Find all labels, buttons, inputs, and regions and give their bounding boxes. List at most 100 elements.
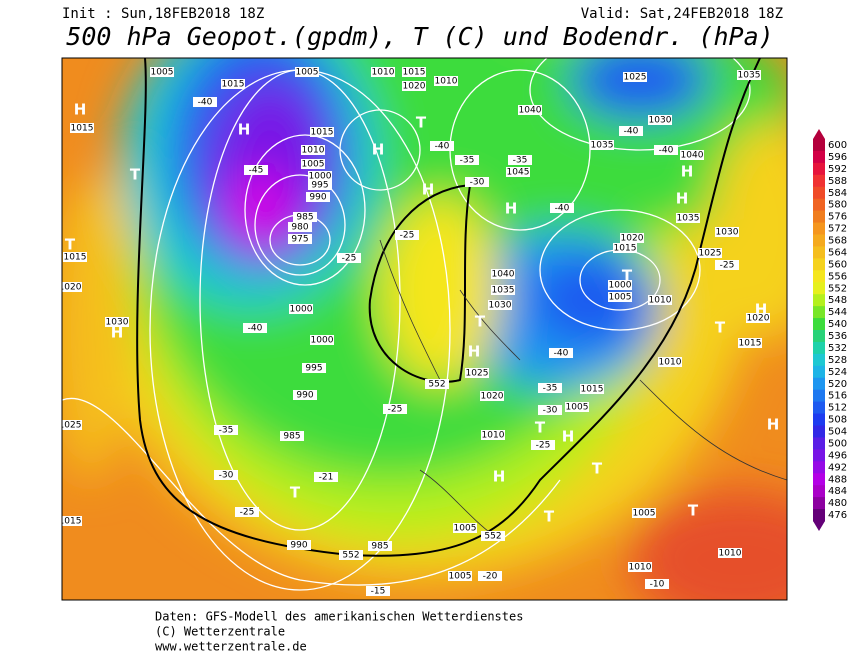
isobar-label-box (308, 180, 332, 190)
temperature-label: -40 (554, 349, 569, 359)
isobar-label-box (288, 222, 312, 232)
pressure-center: H (111, 324, 124, 342)
isobar-label-box (658, 357, 682, 367)
pressure-center: H (681, 163, 694, 181)
colorbar-segment (813, 389, 825, 403)
valid-time: Valid: Sat,24FEB2018 18Z (581, 6, 783, 22)
isobar-label-box (518, 105, 542, 115)
isobar-label-box (402, 81, 426, 91)
colorbar-segment (813, 174, 825, 188)
isobar-label: 985 (371, 542, 388, 552)
temperature-label-box (430, 141, 454, 151)
isobar-label-box (368, 541, 392, 551)
isobar-label-box (310, 127, 334, 137)
contour-552 (368, 184, 471, 383)
footer-line: Daten: GFS-Modell des amerikanischen Wet… (155, 610, 523, 624)
temperature-label-box (193, 97, 217, 107)
isobar-label-box (434, 76, 458, 86)
isobar-label-box (648, 115, 672, 125)
temperature-label: -40 (435, 142, 450, 152)
isobar-label: 1010 (435, 77, 458, 87)
temperature-label: -45 (249, 166, 264, 176)
isobar-label-box (628, 562, 652, 572)
map-labels: 1005 1015 1015 1005 1010 1015 1020 1010 1025 1035… (59, 67, 780, 597)
colorbar-segment (813, 437, 825, 450)
temperature-label: -40 (624, 127, 639, 137)
isobar-label: 1030 (489, 301, 512, 311)
pressure-center: H (767, 416, 780, 434)
isobar-label: 1020 (747, 314, 770, 324)
isobar-label-box (295, 67, 319, 77)
colorbar-label: 540 (828, 319, 847, 330)
isobar-label: 995 (311, 181, 328, 191)
coastline (379, 239, 787, 541)
colorbar-label: 496 (828, 450, 847, 461)
isobar-label: 1015 (614, 244, 637, 254)
pressure-center: T (715, 319, 726, 337)
temperature-label-box (531, 440, 555, 450)
isobar-label-box (465, 368, 489, 378)
isobar-label: 1025 (699, 249, 722, 259)
colorbar-label: 536 (828, 331, 847, 342)
colorbar-segment (813, 270, 825, 283)
isobar-label-box (293, 212, 317, 222)
isobar-label-box (70, 123, 94, 133)
isobar (254, 174, 346, 276)
pressure-center: T (416, 114, 427, 132)
isobar-label: 1025 (466, 369, 489, 379)
colorbar-label: 552 (828, 283, 847, 294)
field (380, 195, 500, 385)
colorbar-label: 596 (828, 152, 847, 163)
isobar-label: 1005 (609, 293, 632, 303)
isobar-label: 1005 (151, 68, 174, 78)
colorbar-segment (813, 162, 825, 176)
colorbar-segment (813, 341, 825, 355)
pressure-center: H (468, 343, 481, 361)
colorbar-label: 548 (828, 295, 847, 306)
colorbar-label: 576 (828, 212, 847, 223)
temperature-label-box (538, 405, 562, 415)
temperature-label-box (538, 383, 562, 393)
isobar-label-box (608, 292, 632, 302)
isobar-label-box (623, 72, 647, 82)
temperature-label: -40 (555, 204, 570, 214)
temperature-label: -35 (460, 156, 475, 166)
isobar-label-box (746, 313, 770, 323)
isobar-label-box (613, 243, 637, 253)
pressure-center: T (592, 460, 603, 478)
init-time: Init : Sun,18FEB2018 18Z (62, 6, 264, 22)
field (630, 490, 787, 600)
isobar-label: 1020 (481, 392, 504, 402)
isobar-label-box (506, 167, 530, 177)
colorbar-label: 568 (828, 236, 847, 247)
isobar-label-box (648, 295, 672, 305)
colorbar-label: 488 (828, 474, 847, 485)
colorbar-segment (813, 449, 825, 462)
colorbar-label: 556 (828, 271, 847, 282)
isobar-label: 1010 (302, 146, 325, 156)
pressure-center: H (372, 141, 385, 159)
isobar-label: 1005 (633, 509, 656, 519)
colorbar-segment (813, 485, 825, 498)
temperature-label-box (508, 155, 532, 165)
isobar-label: 975 (291, 235, 308, 245)
temperature-label-box (214, 425, 238, 435)
isobar-label-box (453, 523, 477, 533)
pressure-center: T (544, 508, 555, 526)
isobar-label: 1035 (738, 71, 761, 81)
isobar-label: 1025 (624, 73, 647, 83)
colorbar-label: 520 (828, 379, 847, 390)
isobar-label: 1010 (372, 68, 395, 78)
isobar-label-box (62, 282, 82, 292)
temperature-label-box (465, 177, 489, 187)
isobar-label: 1040 (519, 106, 542, 116)
colorbar-cap (813, 521, 825, 531)
isobar-label: 1005 (302, 160, 325, 170)
isobar-label: 1015 (739, 339, 762, 349)
isobar-label: 1005 (454, 524, 477, 534)
isobar-label-box (221, 79, 245, 89)
isobar-label: 1015 (59, 517, 82, 527)
isobar-label: 1040 (681, 151, 704, 161)
isobar-label: 1030 (716, 228, 739, 238)
